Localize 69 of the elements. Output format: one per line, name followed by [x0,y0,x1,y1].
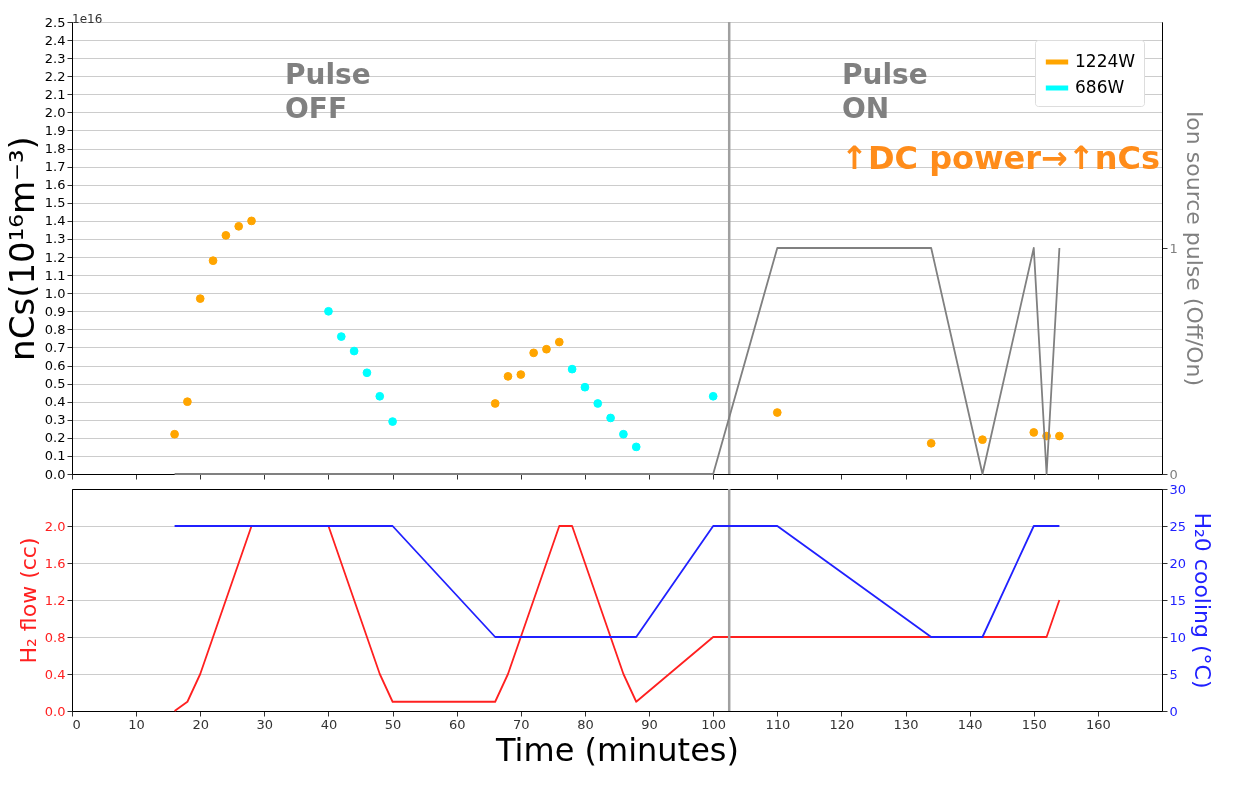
y-tick-label: 1.0 [44,285,66,301]
x-tick-label: 30 [256,716,274,732]
annotation: ↑DC power→↑nCs [841,139,1160,177]
y-tick-label: 0.0 [44,466,66,482]
y-tick-label: 1.6 [44,177,66,193]
y-tick-label: 0.9 [44,303,66,319]
annotation: 1e16 [72,12,103,26]
x-tick-label: 80 [577,716,594,732]
y2-axis-title: Ion source pulse (Off/On) [1181,110,1207,387]
x-tick-label: 140 [957,716,983,732]
x-tick-label: 100 [701,716,727,732]
y2-tick-label: 5 [1169,666,1178,682]
x-tick-label: 60 [448,716,466,732]
y2-tick-label: 15 [1169,592,1187,608]
legend-label: 1224W [1075,51,1136,71]
y-tick-label: 0.0 [44,703,66,719]
y-tick-label: 0.5 [44,376,66,392]
x-tick-label: 160 [1085,716,1111,732]
y2-tick-label: 10 [1169,629,1187,645]
x-tick-label: 0 [72,716,81,732]
y-tick-label: 0.2 [44,430,66,446]
y-tick-label: 2.3 [44,50,66,66]
y-axis-title: H₂ flow (cc) [15,537,41,664]
x-tick-label: 90 [641,716,658,732]
x-tick-label: 130 [893,716,919,732]
annotation: Pulse OFF [285,58,371,125]
y-tick-label: 2.5 [44,14,66,30]
y-tick-label: 1.7 [44,159,66,175]
x-axis-title: Time (minutes) [495,730,739,769]
y-tick-label: 1.2 [44,249,66,265]
y-tick-label: 2.2 [44,68,66,84]
y-tick-label: 0.4 [44,666,66,682]
y-tick-label: 0.8 [44,321,66,337]
y-tick-label: 1.3 [44,231,66,247]
y-tick-label: 1.2 [44,592,66,608]
y-tick-label: 2.4 [44,32,66,48]
y-tick-label: 0.7 [44,339,66,355]
y2-tick-label: 20 [1169,555,1187,571]
y2-tick-label: 25 [1169,518,1187,534]
y-tick-label: 1.4 [44,213,66,229]
x-tick-label: 110 [765,716,791,732]
y-tick-label: 0.3 [44,412,66,428]
y-tick-label: 1.9 [44,122,66,138]
legend-label: 686W [1075,77,1125,97]
y-tick-label: 1.1 [44,267,66,283]
y2-tick-label: 30 [1169,481,1187,497]
y2-tick-label: 0 [1169,703,1178,719]
y-tick-label: 1.5 [44,195,66,211]
y2-tick-label: 0 [1169,466,1178,482]
y-tick-label: 2.1 [44,86,66,102]
x-tick-label: 20 [192,716,210,732]
x-tick-label: 120 [829,716,855,732]
y-tick-label: 0.6 [44,358,66,374]
y-axis-title: nCs(10¹⁶m⁻³) [1,136,42,361]
y2-axis-title: H₂0 cooling (°C) [1190,512,1216,689]
y-tick-label: 0.8 [44,629,66,645]
x-tick-label: 10 [128,716,145,732]
y-tick-label: 2.0 [44,518,66,534]
x-tick-label: 150 [1021,716,1047,732]
y-tick-label: 0.1 [44,448,66,464]
y-tick-label: 0.4 [44,394,66,410]
y-tick-label: 2.0 [44,104,66,120]
x-tick-label: 50 [384,716,402,732]
y-tick-label: 1.8 [44,141,66,157]
x-tick-label: 40 [320,716,338,732]
annotation: Pulse ON [842,58,928,125]
x-tick-label: 70 [513,716,530,732]
y-tick-label: 1.6 [44,555,66,571]
y2-tick-label: 1 [1169,240,1178,256]
